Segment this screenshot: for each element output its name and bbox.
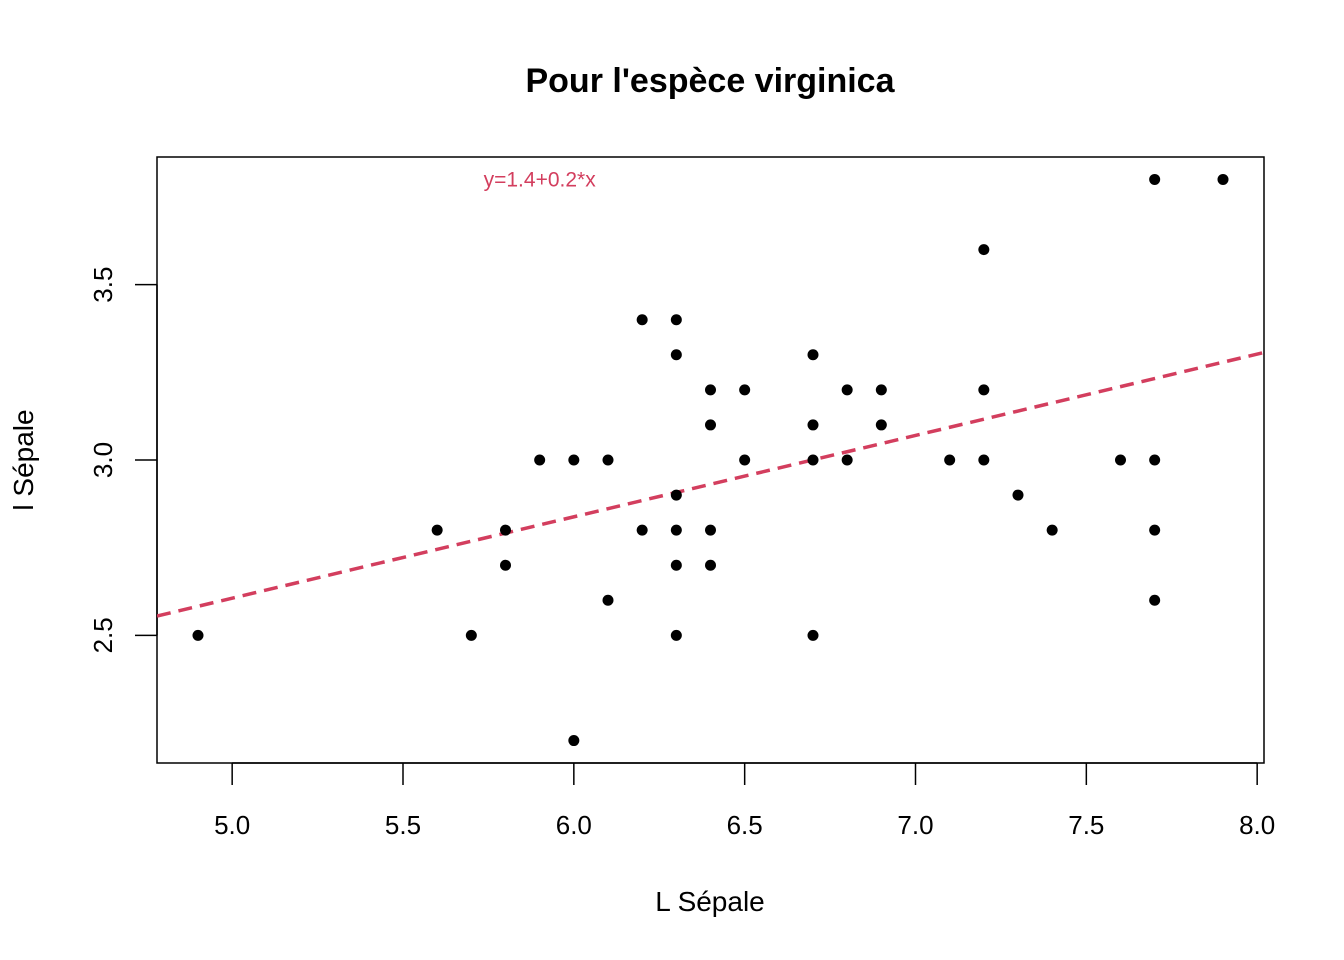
x-axis-label: L Sépale <box>655 886 765 917</box>
data-point <box>670 559 682 571</box>
data-point <box>978 244 990 256</box>
x-tick-label: 6.0 <box>556 810 592 840</box>
data-point <box>670 489 682 501</box>
data-point <box>465 629 477 641</box>
plot-frame <box>156 156 1265 764</box>
data-point <box>944 454 956 466</box>
data-point <box>705 419 716 431</box>
chart-title: Pour l'espèce virginica <box>525 62 895 100</box>
data-point <box>1217 173 1229 185</box>
x-tick-label: 5.5 <box>385 810 421 840</box>
data-point <box>1115 454 1126 466</box>
data-point <box>500 559 511 571</box>
data-point <box>1012 489 1024 501</box>
data-point <box>978 384 990 396</box>
data-point <box>841 384 853 396</box>
data-point <box>807 349 819 361</box>
data-point <box>670 524 682 536</box>
data-point <box>534 454 546 466</box>
data-point <box>1149 594 1161 606</box>
data-point <box>807 629 819 641</box>
x-tick-label: 6.5 <box>727 810 763 840</box>
data-point <box>636 314 648 326</box>
data-point <box>1149 173 1161 185</box>
regression-line <box>157 350 1264 618</box>
data-point <box>568 735 580 747</box>
data-point <box>670 314 682 326</box>
data-point <box>1046 524 1058 536</box>
data-point <box>875 384 887 396</box>
data-point <box>875 419 887 431</box>
data-point <box>500 524 511 536</box>
data-point <box>705 559 716 571</box>
x-axis: 5.0 5.5 6.0 6.5 7.0 7.5 8.0 <box>214 762 1275 840</box>
data-point <box>1149 454 1161 466</box>
data-point <box>705 384 716 396</box>
regression-equation-label: y=1.4+0.2*x <box>484 168 597 191</box>
y-tick-label: 2.5 <box>88 617 118 653</box>
x-tick-label: 7.5 <box>1068 810 1104 840</box>
x-tick-label: 8.0 <box>1239 810 1275 840</box>
data-points <box>192 173 1229 747</box>
y-tick-label: 3.5 <box>88 267 118 303</box>
y-tick-label: 3.0 <box>88 442 118 478</box>
data-point <box>739 384 751 396</box>
data-point <box>705 524 716 536</box>
data-point <box>841 454 853 466</box>
x-tick-label: 5.0 <box>214 810 250 840</box>
data-point <box>431 524 443 536</box>
data-point <box>636 524 648 536</box>
x-tick-label: 7.0 <box>897 810 933 840</box>
data-point <box>807 454 819 466</box>
y-axis: 2.5 3.0 3.5 <box>88 267 158 653</box>
data-point <box>670 629 682 641</box>
y-axis-label: l Sépale <box>8 409 39 510</box>
data-point <box>1149 524 1161 536</box>
data-point <box>670 349 682 361</box>
data-point <box>602 594 614 606</box>
data-point <box>807 419 819 431</box>
data-point <box>602 454 614 466</box>
data-point <box>568 454 580 466</box>
data-point <box>192 629 204 641</box>
data-point <box>739 454 751 466</box>
plot-area: 5.0 5.5 6.0 6.5 7.0 7.5 8.0 2.5 3.0 3.5 y=1.4+0.2*… <box>88 156 1275 840</box>
data-point <box>978 454 990 466</box>
